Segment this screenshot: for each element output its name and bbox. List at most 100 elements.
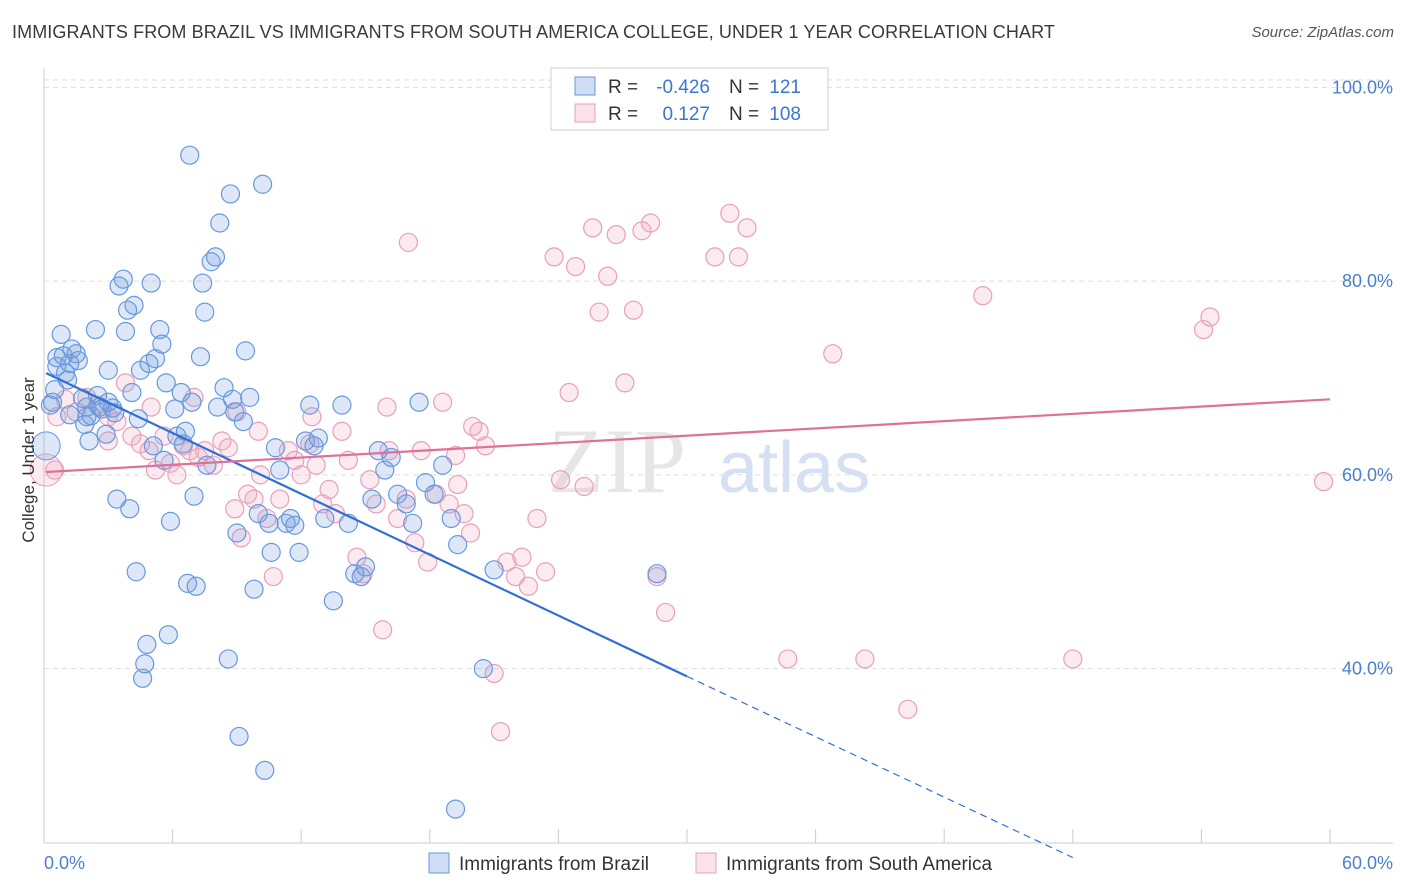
point-brazil [132,668,153,688]
point-brazil [51,324,71,345]
point-brazil [244,579,264,599]
point-south-america [433,392,453,412]
point-south-america [373,620,393,640]
point-brazil [40,395,61,415]
point-brazil [135,654,155,674]
y-tick-label: 80.0% [1342,271,1393,291]
point-south-america [778,649,798,669]
point-south-america [589,302,609,322]
point-south-america [454,504,474,524]
point-brazil [259,513,279,533]
point-brazil [107,489,127,509]
watermark: ZIP atlas [548,410,870,512]
point-south-america [823,344,843,364]
series-south-america-points [29,77,1334,742]
point-south-america [1063,649,1083,669]
point-south-america [463,416,483,437]
point-south-america [598,266,618,286]
point-south-america [203,455,223,475]
point-south-america [490,721,511,742]
y-tick-label: 100.0% [1332,77,1393,97]
trend-line-south-america [46,398,1331,474]
point-brazil [31,431,61,461]
point-south-america [623,300,644,320]
stats-n-label-brazil: N = [729,77,759,98]
point-brazil [195,302,215,322]
point-brazil [235,341,256,361]
point-south-america [115,373,136,393]
point-brazil [150,319,170,340]
point-brazil [285,515,305,535]
point-south-america [439,494,459,514]
point-south-america [184,387,204,407]
point-brazil [448,535,468,555]
point-brazil [218,649,238,669]
point-brazil [351,566,371,587]
stats-swatch-brazil [574,76,596,96]
point-brazil [253,174,273,194]
point-south-america [728,247,749,267]
point-south-america [302,407,322,427]
point-brazil [424,484,444,504]
point-brazil [124,295,144,315]
point-south-america [445,445,466,466]
point-brazil [152,334,172,354]
point-south-america [720,203,740,223]
x-tick-label-min: 0.0% [44,853,85,873]
point-brazil [180,145,200,165]
stats-n-value-south-america: 108 [769,104,801,125]
point-brazil [445,799,466,819]
point-brazil [184,486,204,506]
point-south-america [141,397,161,417]
stats-r-label-brazil: R = [608,77,638,98]
point-brazil [396,494,416,514]
point-south-america [332,421,352,441]
stats-swatch-south-america [574,103,596,123]
point-south-america [535,562,556,582]
point-brazil [66,344,86,364]
stats-n-value-brazil: 121 [769,77,801,98]
stats-n-label-south-america: N = [729,104,759,125]
point-south-america [388,508,408,529]
trend-line-brazil [45,372,688,678]
point-south-america [360,470,380,490]
stats-box: R = -0.426 N = 121 R = 0.127 N = 108 [550,67,829,131]
point-brazil [220,184,241,204]
point-brazil [165,399,185,419]
point-brazil [210,213,230,233]
x-tick-label-max: 60.0% [1342,853,1393,873]
point-brazil [120,499,140,519]
point-brazil [171,382,191,403]
point-brazil [300,395,320,415]
watermark-atlas: atlas [718,428,870,508]
point-brazil [113,269,133,289]
point-south-america [559,382,579,403]
trend-line-brazil-extension [686,675,1074,859]
point-brazil [261,542,281,562]
point-south-america [248,421,268,441]
point-south-america [218,438,238,458]
point-brazil [79,431,99,451]
point-brazil [77,407,97,427]
point-south-america [705,247,725,267]
grid [44,79,1393,670]
point-brazil [647,564,667,584]
point-brazil [270,460,290,480]
point-brazil [362,489,382,509]
point-south-america [583,218,603,238]
point-south-america [512,547,532,567]
point-brazil [375,460,395,480]
series-brazil-points [31,145,667,819]
point-south-america [484,663,504,684]
point-brazil [85,319,106,340]
point-south-america [655,602,676,623]
point-brazil [60,405,80,425]
point-south-america [244,489,264,509]
point-south-america [737,218,757,238]
legend: Immigrants from Brazil Immigrants from S… [428,852,993,875]
point-brazil [158,625,178,645]
legend-swatch-south-america [695,852,717,874]
point-south-america [1200,307,1220,327]
point-brazil [141,273,161,293]
